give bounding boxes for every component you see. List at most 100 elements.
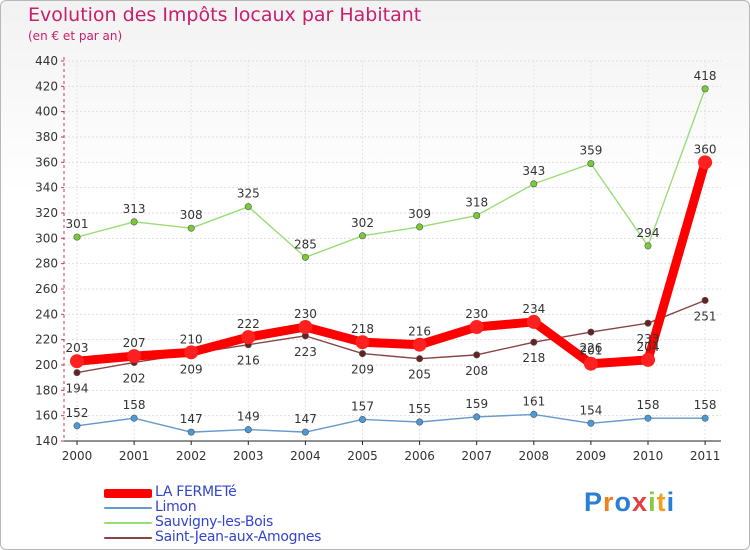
point-saint-jean-aux-amognes-2008 <box>530 338 538 346</box>
series-line-la-fermete <box>72 157 710 369</box>
legend-item-saint-jean-aux-amognes: Saint-Jean-aux-Amognes <box>104 529 364 545</box>
x-tick-label-2007: 2007 <box>461 449 492 463</box>
point-saint-jean-aux-amognes-2005 <box>358 350 366 358</box>
data-label-sauvigny-les-bois-2000: 301 <box>66 217 89 231</box>
data-label-la-fermete-2010: 204 <box>637 340 660 354</box>
data-label-la-fermete-2004: 230 <box>294 307 317 321</box>
data-label-limon-2001: 158 <box>123 398 146 412</box>
y-tick-label-440: 440 <box>35 54 58 68</box>
y-tick-label-200: 200 <box>35 358 58 372</box>
legend-item-sauvigny-les-bois: Sauvigny-les-Bois <box>104 514 364 530</box>
point-sauvigny-les-bois-2010 <box>644 242 652 250</box>
x-tick-label-2010: 2010 <box>633 449 664 463</box>
legend-item-la-fermete: LA FERMETé <box>104 484 364 500</box>
point-la-fermete-2010 <box>641 352 655 367</box>
chart-subtitle: (en € et par an) <box>28 29 123 43</box>
data-label-la-fermete-2006: 216 <box>408 325 431 339</box>
data-label-saint-jean-aux-amognes-2009: 226 <box>579 341 602 355</box>
y-tick-label-220: 220 <box>35 333 58 347</box>
point-limon-2001 <box>130 414 138 422</box>
point-limon-2007 <box>473 413 481 421</box>
legend-swatch-sauvigny-les-bois <box>104 522 152 524</box>
point-limon-2003 <box>244 426 252 434</box>
legend: LA FERMETé Limon Sauvigny-les-Bois Saint… <box>104 484 364 545</box>
data-label-la-fermete-2011: 360 <box>694 142 717 156</box>
data-label-limon-2002: 147 <box>180 412 203 426</box>
data-label-limon-2005: 157 <box>351 399 374 413</box>
data-label-saint-jean-aux-amognes-2011: 251 <box>694 309 717 323</box>
x-tick-label-2008: 2008 <box>519 449 550 463</box>
x-tick-label-2006: 2006 <box>404 449 435 463</box>
x-tick-label-2002: 2002 <box>176 449 207 463</box>
y-tick-label-180: 180 <box>35 383 58 397</box>
point-la-fermete-2002 <box>184 345 199 360</box>
data-label-limon-2006: 155 <box>408 402 431 416</box>
point-saint-jean-aux-amognes-2009 <box>587 328 595 336</box>
point-la-fermete-2001 <box>127 349 142 364</box>
data-label-limon-2003: 149 <box>237 410 260 424</box>
data-label-la-fermete-2000: 203 <box>66 341 89 355</box>
legend-swatch-limon <box>104 507 152 509</box>
legend-label-sauvigny-les-bois: Sauvigny-les-Bois <box>155 514 273 530</box>
data-label-sauvigny-les-bois-2006: 309 <box>408 207 431 221</box>
legend-swatch-la-fermete <box>104 489 152 498</box>
point-limon-2005 <box>358 415 366 423</box>
y-tick-label-280: 280 <box>35 257 58 271</box>
y-tick-label-360: 360 <box>35 155 58 169</box>
data-label-la-fermete-2008: 234 <box>522 302 545 316</box>
logo-letter: i <box>648 487 657 517</box>
data-label-la-fermete-2009: 201 <box>579 344 602 358</box>
data-label-limon-2010: 158 <box>637 398 660 412</box>
data-label-sauvigny-les-bois-2011: 418 <box>694 69 717 83</box>
data-label-saint-jean-aux-amognes-2000: 194 <box>66 382 89 396</box>
point-sauvigny-les-bois-2001 <box>130 218 138 226</box>
proxiti-logo[interactable]: Proxiti <box>584 487 675 518</box>
y-tick-label-160: 160 <box>35 409 58 423</box>
data-label-sauvigny-les-bois-2001: 313 <box>123 202 146 216</box>
point-sauvigny-les-bois-2008 <box>530 180 538 188</box>
data-label-saint-jean-aux-amognes-2002: 209 <box>180 363 203 377</box>
logo-letter: o <box>614 487 633 517</box>
y-tick-label-380: 380 <box>35 130 58 144</box>
point-limon-2011 <box>701 414 709 422</box>
data-label-sauvigny-les-bois-2002: 308 <box>180 208 203 222</box>
point-saint-jean-aux-amognes-2011 <box>701 296 709 304</box>
point-saint-jean-aux-amognes-2007 <box>473 351 481 359</box>
point-saint-jean-aux-amognes-2000 <box>73 369 81 377</box>
data-label-sauvigny-les-bois-2003: 325 <box>237 187 260 201</box>
point-la-fermete-2006 <box>412 337 427 352</box>
y-tick-label-240: 240 <box>35 307 58 321</box>
point-limon-2000 <box>73 422 81 430</box>
y-tick-label-300: 300 <box>35 231 58 245</box>
point-la-fermete-2007 <box>469 320 484 334</box>
legend-label-saint-jean-aux-amognes: Saint-Jean-aux-Amognes <box>155 529 322 545</box>
data-label-la-fermete-2003: 222 <box>237 317 260 331</box>
legend-label-la-fermete: LA FERMETé <box>155 484 237 500</box>
x-tick-label-2011: 2011 <box>690 449 721 463</box>
y-tick-label-260: 260 <box>35 282 58 296</box>
logo-letter: r <box>603 487 615 517</box>
series-line-limon <box>76 413 706 433</box>
data-label-sauvigny-les-bois-2007: 318 <box>465 196 488 210</box>
x-tick-label-2004: 2004 <box>290 449 321 463</box>
point-sauvigny-les-bois-2002 <box>187 224 195 232</box>
legend-label-limon: Limon <box>155 499 197 515</box>
chart-title: Evolution des Impôts locaux par Habitant <box>28 4 422 26</box>
y-tick-label-340: 340 <box>35 181 58 195</box>
x-tick-label-2005: 2005 <box>347 449 378 463</box>
point-sauvigny-les-bois-2004 <box>301 253 309 261</box>
data-label-limon-2011: 158 <box>694 398 717 412</box>
y-tick-label-400: 400 <box>35 105 58 119</box>
x-tick-label-2000: 2000 <box>62 449 93 463</box>
point-sauvigny-les-bois-2005 <box>358 232 366 240</box>
data-label-saint-jean-aux-amognes-2008: 218 <box>522 351 545 365</box>
x-tick-label-2009: 2009 <box>576 449 607 463</box>
data-label-sauvigny-les-bois-2010: 294 <box>637 226 660 240</box>
point-limon-2010 <box>644 414 652 422</box>
point-sauvigny-les-bois-2007 <box>473 212 481 220</box>
data-label-saint-jean-aux-amognes-2007: 208 <box>465 364 488 378</box>
point-limon-2009 <box>587 419 595 427</box>
legend-item-limon: Limon <box>104 499 364 515</box>
